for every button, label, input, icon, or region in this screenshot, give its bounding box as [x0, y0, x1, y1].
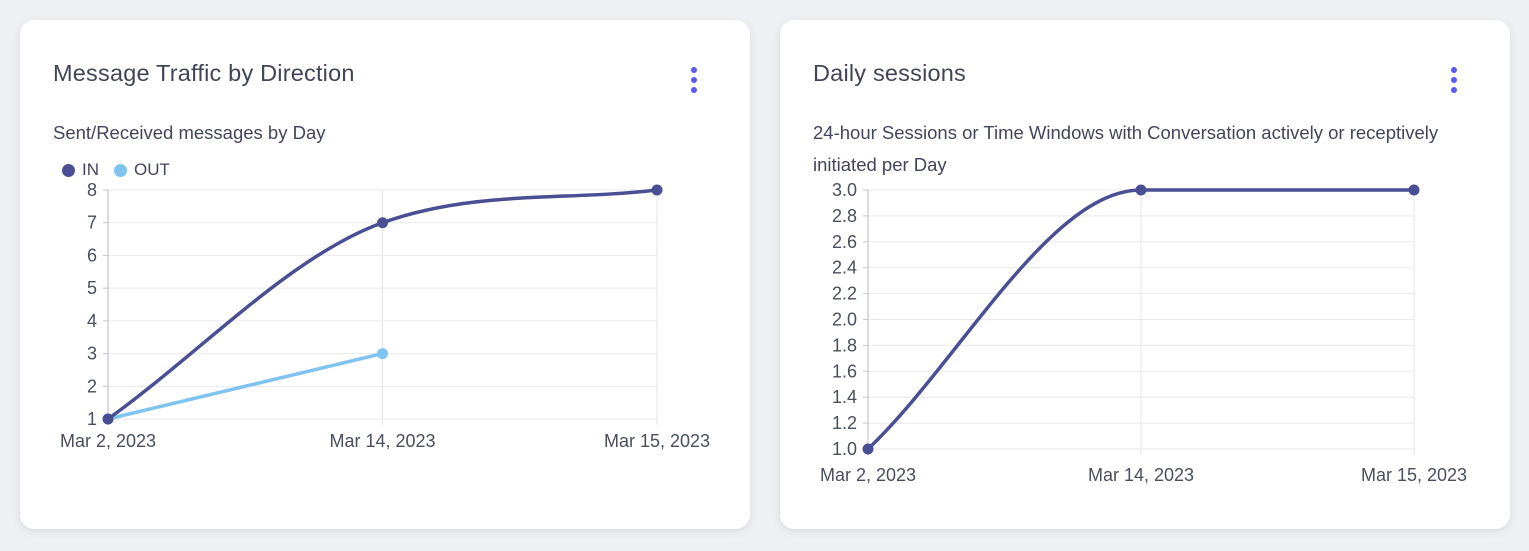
chart-legend: IN OUT	[62, 160, 170, 180]
card-daily-sessions: Daily sessions 24-hour Sessions or Time …	[780, 20, 1510, 529]
y-tick-label: 3	[87, 344, 97, 364]
card-title: Message Traffic by Direction	[53, 60, 355, 86]
legend-dot-icon	[114, 163, 127, 177]
card-subtitle: Sent/Received messages by Day	[53, 122, 326, 143]
card-subtitle: 24-hour Sessions or Time Windows with Co…	[813, 122, 1439, 175]
x-axis-label: Mar 2, 2023	[820, 465, 916, 485]
data-point	[377, 217, 388, 229]
x-axis-label: Mar 14, 2023	[329, 431, 435, 451]
data-point	[1408, 184, 1420, 196]
line-series-out	[106, 351, 385, 421]
x-axis-label: Mar 2, 2023	[60, 431, 156, 451]
message-traffic-chart: 1 2 3 4 5 6 7 8 Mar 2, 2023 Mar 14, 2023 Mar 15, 2…	[60, 180, 710, 451]
y-tick-label: 1.2	[832, 413, 857, 433]
y-tick-label: 2	[87, 376, 97, 396]
kebab-menu-button[interactable]	[1443, 65, 1465, 95]
x-axis-label: Mar 15, 2023	[1361, 465, 1467, 485]
x-axis-label: Mar 14, 2023	[1088, 465, 1194, 485]
y-tick-label: 5	[87, 278, 97, 298]
kebab-menu-button[interactable]	[683, 65, 705, 95]
x-axis-label: Mar 15, 2023	[604, 431, 710, 451]
y-tick-label: 1.0	[832, 439, 857, 459]
daily-sessions-chart: 1.0 1.2 1.4 1.6 1.8 2.0 2.2 2.4 2.6 2.8 3.0 Mar 2, …	[820, 180, 1467, 485]
y-tick-label: 2.2	[832, 284, 857, 304]
legend-dot-icon	[62, 163, 75, 177]
data-point	[1135, 184, 1147, 196]
kebab-menu-icon	[691, 87, 697, 93]
kebab-menu-icon	[691, 77, 697, 83]
kebab-menu-icon	[1451, 87, 1457, 93]
card-title: Daily sessions	[813, 60, 966, 86]
legend-item-in: IN	[62, 160, 99, 180]
y-tick-label: 1.4	[832, 387, 857, 407]
kebab-menu-icon	[1451, 77, 1457, 83]
y-tick-label: 8	[87, 180, 97, 200]
kebab-menu-icon	[1451, 67, 1457, 73]
y-tick-label: 7	[87, 213, 97, 233]
y-tick-label: 1.8	[832, 335, 857, 355]
kebab-menu-icon	[691, 67, 697, 73]
y-tick-label: 3.0	[832, 180, 857, 200]
y-tick-label: 2.6	[832, 232, 857, 252]
y-tick-label: 1.6	[832, 361, 857, 381]
line-series-daily-sessions	[866, 188, 1416, 451]
y-tick-label: 2.8	[832, 206, 857, 226]
y-tick-label: 2.0	[832, 310, 857, 330]
card-message-traffic: Message Traffic by Direction Sent/Receiv…	[20, 20, 750, 529]
y-tick-label: 2.4	[832, 258, 857, 278]
legend-label: IN	[82, 160, 99, 179]
data-point	[102, 413, 114, 425]
legend-item-out: OUT	[114, 160, 170, 180]
data-point	[862, 443, 874, 455]
y-tick-label: 1	[87, 409, 97, 429]
y-tick-label: 6	[87, 245, 97, 265]
data-point	[377, 348, 388, 360]
legend-label: OUT	[134, 160, 170, 179]
data-point	[651, 184, 663, 196]
y-tick-label: 4	[87, 311, 97, 331]
